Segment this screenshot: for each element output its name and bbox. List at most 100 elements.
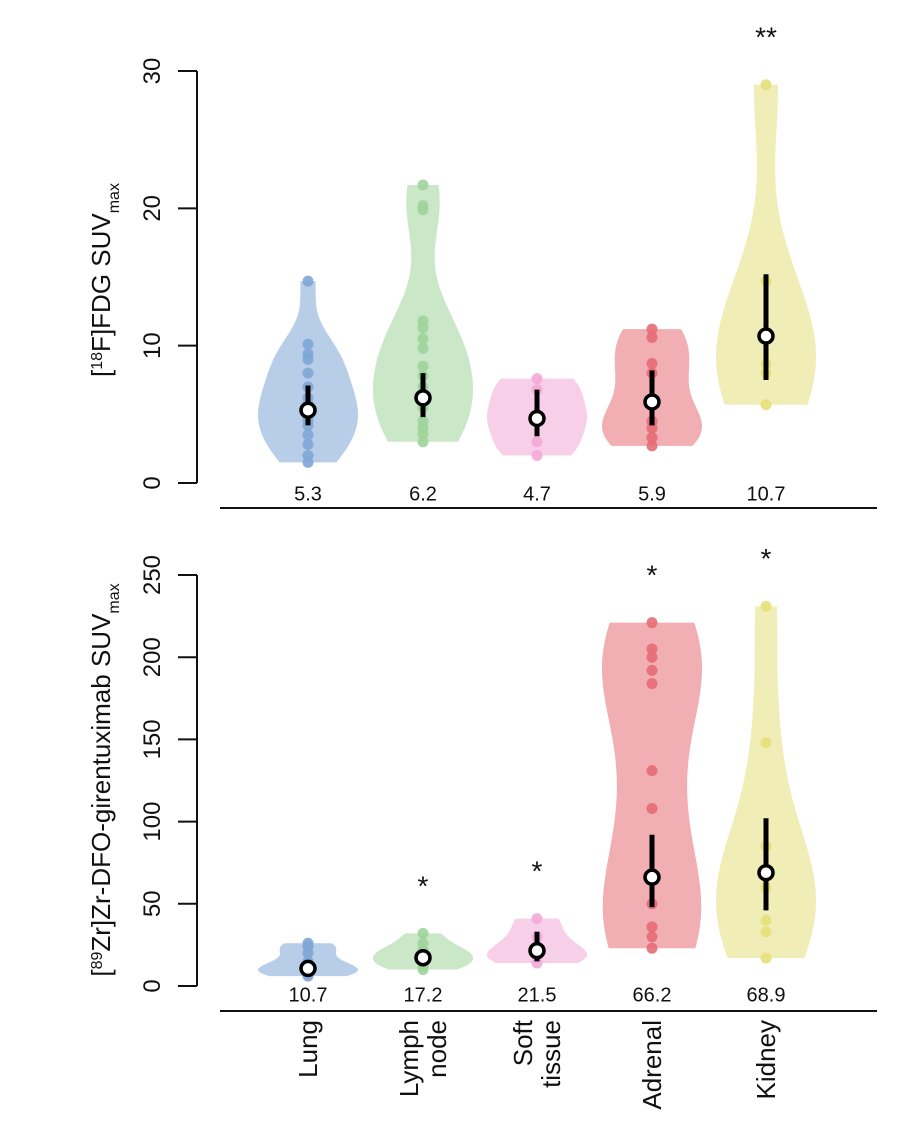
significance: * [532,856,543,887]
median-label: 6.2 [409,483,437,505]
category-label: Lymph [394,1020,424,1097]
data-point [760,399,772,411]
data-point [417,333,429,345]
data-point [646,432,658,444]
data-point [302,429,314,441]
data-point [646,323,658,335]
y-axis-label: [18F]FDG SUVmax [86,183,123,377]
violin [373,184,473,442]
median [414,948,432,967]
data-point [760,79,772,91]
y-axis-label-part: [ [86,369,116,377]
median [757,863,775,882]
data-point [646,921,658,933]
y-tick-label: 150 [139,719,166,759]
y-axis-label-part: 89 [89,952,106,970]
data-point [646,617,658,629]
category-label: Kidney [751,1020,781,1100]
data-point [646,765,658,777]
data-point [646,643,658,655]
data-point [302,338,314,350]
data-point [646,440,658,452]
violin [716,606,816,959]
y-axis-label-part: [ [86,969,116,977]
category-label: tissue [536,1020,566,1088]
y-axis-label-part: 18 [89,352,106,370]
median [528,941,546,960]
data-point [646,802,658,814]
y-tick-label: 250 [139,555,166,595]
data-point [531,436,543,448]
y-tick-label: 200 [139,637,166,677]
data-point [531,913,543,925]
y-tick-label: 50 [139,890,166,917]
data-point [417,436,429,448]
y-axis-label-part: max [106,183,123,213]
data-point [302,353,314,365]
data-point [302,367,314,379]
data-point [646,678,658,690]
median-label: 5.3 [294,483,322,505]
median-label: 5.9 [638,483,666,505]
data-point [417,964,429,976]
data-point [760,600,772,612]
median-label: 17.2 [404,984,443,1006]
median [414,389,432,407]
category-label: Lung [293,1020,323,1078]
category-label: Soft [508,1019,538,1066]
data-point [302,275,314,287]
median-label: 10.7 [747,483,786,505]
data-point [646,358,658,370]
median [643,393,661,411]
data-point [302,439,314,451]
median-label: 66.2 [633,984,672,1006]
data-point [531,373,543,385]
data-point [302,947,314,959]
median [643,868,661,886]
data-point [646,331,658,343]
data-point [417,342,429,354]
median [299,959,317,978]
significance: * [647,560,658,591]
category-label: Adrenal [637,1020,667,1110]
data-point [760,914,772,926]
y-tick-label: 20 [139,195,166,222]
y-tick-label: 10 [139,332,166,359]
significance: ** [755,22,777,53]
data-point [760,952,772,964]
y-tick-label: 0 [139,476,166,489]
data-point [417,428,429,440]
data-point [646,651,658,663]
significance: * [418,870,429,901]
y-tick-label: 100 [139,802,166,842]
median-label: 10.7 [289,984,328,1006]
violin [602,622,702,949]
violin [716,84,816,405]
significance: * [761,543,772,574]
data-point [760,737,772,749]
y-axis-label: [89Zr]Zr-DFO-girentuximab SUVmax [86,583,123,976]
data-point [760,926,772,938]
data-point [646,664,658,676]
y-axis-label-part: F]FDG SUV [86,213,116,352]
data-point [531,957,543,969]
median [528,409,546,428]
median [757,327,775,345]
y-tick-label: 30 [139,58,166,85]
y-axis-label-part: max [106,583,123,613]
y-tick-label: 0 [139,979,166,992]
data-point [417,360,429,372]
data-point [646,942,658,954]
category-label: node [422,1020,452,1078]
data-point [531,450,543,462]
data-point [417,179,429,191]
median-label: 68.9 [747,984,786,1006]
median [299,401,317,419]
median-label: 4.7 [523,483,551,505]
data-point [646,422,658,434]
data-point [417,204,429,216]
data-point [417,927,429,939]
y-axis-label-part: Zr]Zr-DFO-girentuximab SUV [86,613,116,952]
median-label: 21.5 [518,984,557,1006]
